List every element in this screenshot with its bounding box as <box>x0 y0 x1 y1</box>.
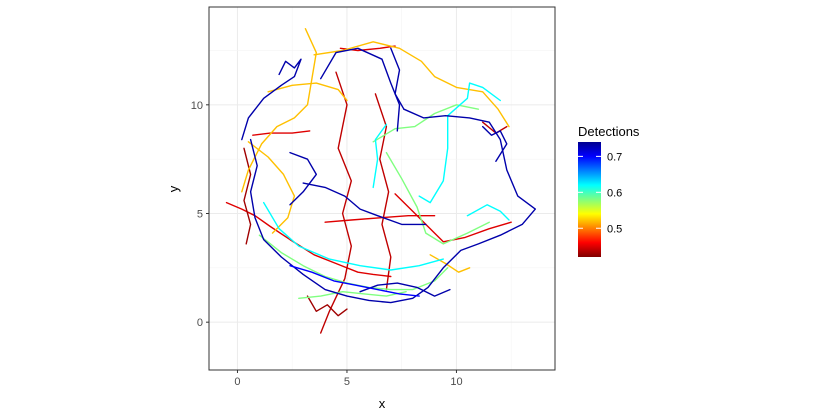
x-tick-label: 0 <box>234 376 240 388</box>
track-line-16 <box>385 151 490 245</box>
track-line-29 <box>482 125 508 162</box>
track-line-6 <box>374 93 392 291</box>
y-tick-label: 5 <box>197 208 203 220</box>
y-tick-label: 0 <box>197 317 203 329</box>
legend-colorbar <box>578 142 601 257</box>
x-tick-label: 10 <box>450 376 462 388</box>
legend: Detections 0.5 0.6 0.7 <box>578 124 640 257</box>
track-line-3 <box>252 130 311 136</box>
x-tick-label: 5 <box>344 376 350 388</box>
track-line-2 <box>324 215 436 223</box>
track-line-22 <box>466 204 510 221</box>
track-line-11 <box>313 41 510 128</box>
track-line-30 <box>359 282 451 297</box>
legend-break-label: 0.5 <box>607 223 622 235</box>
track-line-12 <box>267 82 348 102</box>
gridlines <box>209 7 555 370</box>
y-tick-label: 10 <box>191 100 203 112</box>
track-line-25 <box>390 47 405 110</box>
series-paths <box>225 28 536 334</box>
track-line-27 <box>302 182 427 226</box>
track-line-31 <box>289 265 420 297</box>
track-line-1 <box>394 193 512 243</box>
track-line-20 <box>263 201 444 271</box>
track-line-10 <box>241 28 317 193</box>
panel-background <box>209 7 555 370</box>
x-axis: 0 5 10 <box>234 370 463 388</box>
track-line-28 <box>289 151 317 206</box>
x-axis-title: x <box>379 396 386 411</box>
track-line-21 <box>372 123 388 189</box>
track-line-26 <box>249 108 536 304</box>
legend-title: Detections <box>578 124 640 139</box>
y-axis-title: y <box>166 185 181 192</box>
y-axis: 0 5 10 <box>191 100 209 329</box>
track-line-23 <box>241 58 302 141</box>
panel-border <box>208 6 556 371</box>
track-line-14 <box>429 254 471 273</box>
legend-break-label: 0.7 <box>607 151 622 163</box>
legend-break-label: 0.6 <box>607 187 622 199</box>
track-line-5 <box>320 71 352 334</box>
track-line-9 <box>306 295 348 317</box>
track-line-18 <box>298 291 407 299</box>
track-line-24 <box>320 47 401 132</box>
track-line-13 <box>247 141 296 234</box>
track-line-8 <box>243 147 252 245</box>
